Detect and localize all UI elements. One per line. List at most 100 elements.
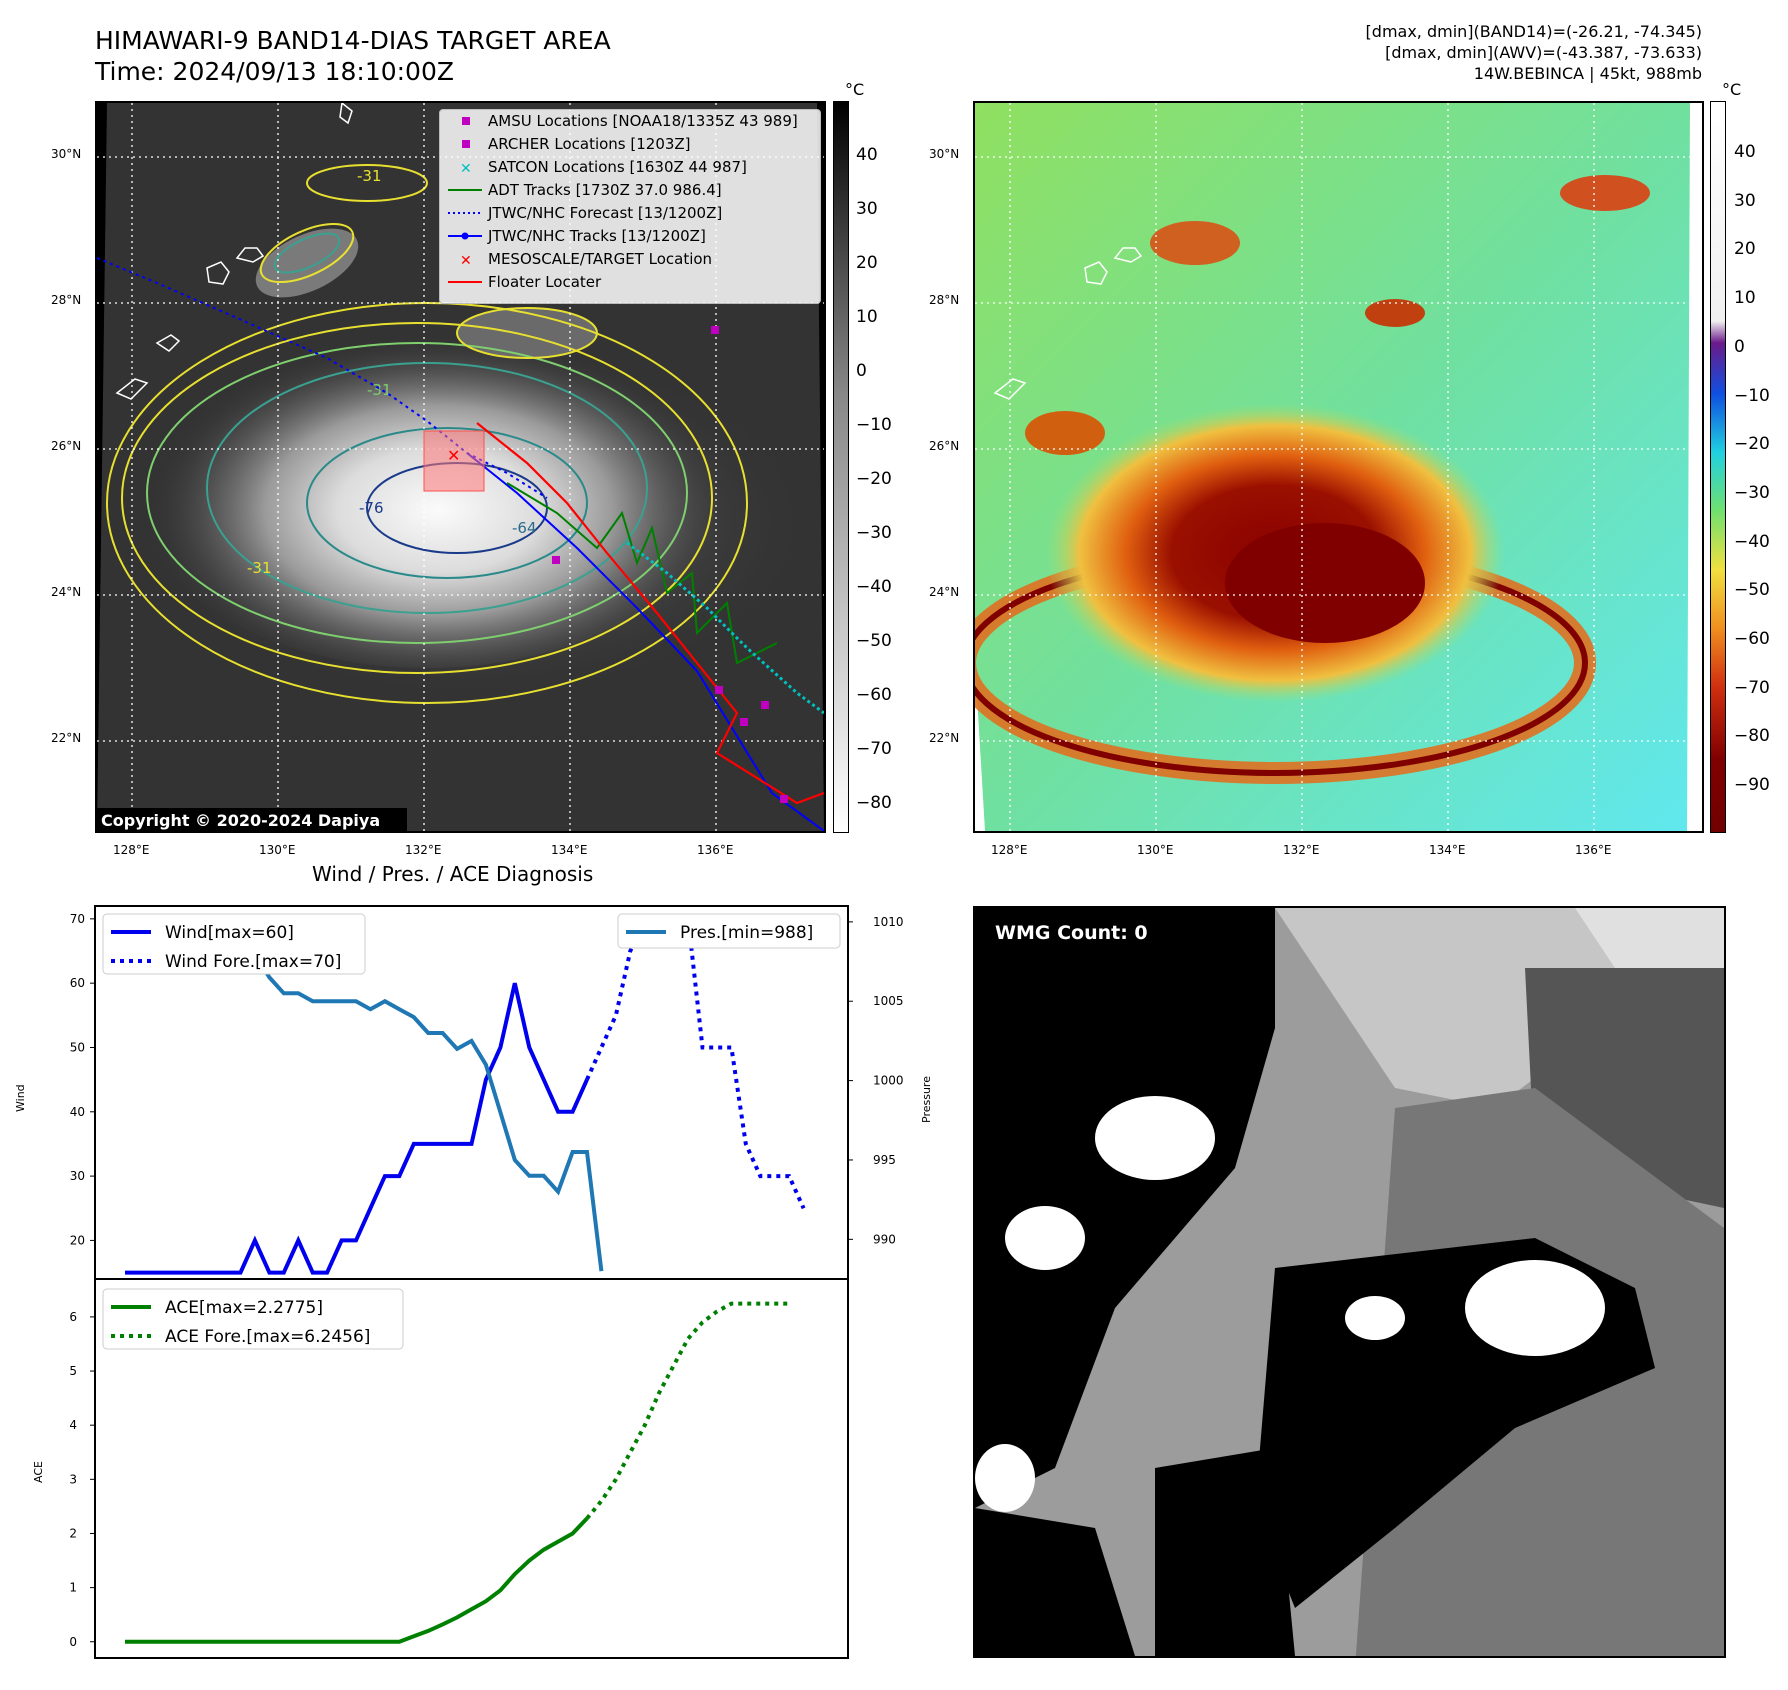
series-line (585, 1301, 790, 1520)
svg-text:✕: ✕ (460, 161, 472, 177)
diagnosis-title: Wind / Pres. / ACE Diagnosis (312, 862, 594, 886)
storm-cloud-mass (137, 318, 717, 668)
wind-pressure-chart: 20 30 40 50 60 70 990 995 1000 1005 1010 Wind[max=6… (70, 905, 904, 1280)
wind-tick-label: 60 (70, 976, 85, 990)
longitude-tick-label: 128°E (113, 843, 150, 857)
longitude-tick-label: 130°E (259, 843, 296, 857)
temperature-contours (106, 164, 748, 704)
colorbar-tick-label: −70 (1734, 677, 1770, 698)
longitude-tick-label: 134°E (551, 843, 588, 857)
legend-entry: AMSU Locations [NOAA18/1335Z 43 989] (440, 110, 820, 133)
awv-map-svg (975, 103, 1702, 831)
colorbar-tick-label: 0 (856, 361, 867, 381)
wmg-panel: WMG Count: 0 (973, 906, 1726, 1658)
colorbar-tick-label: 10 (856, 307, 878, 327)
wind-legend-box (102, 913, 366, 975)
wmg-white-cell (1345, 1296, 1405, 1340)
pressure-tick-label: 990 (873, 1232, 896, 1246)
adt-track (506, 482, 778, 665)
latitude-tick-label: 26°N (929, 439, 960, 453)
colorbar-tick-label: −80 (856, 793, 892, 813)
legend-entry: ✕ SATCON Locations [1630Z 44 987] (440, 156, 820, 179)
colorbar-tick-label: −30 (1734, 482, 1770, 503)
ace-tick-label: 1 (69, 1581, 77, 1595)
colorbar-tick-label: −60 (1734, 629, 1770, 649)
pressure-tick-label: 1010 (873, 915, 904, 929)
colorbar-tick-label: −40 (856, 577, 892, 597)
colorbar-tick-label: 40 (856, 145, 878, 165)
colorbar-tick-label: 10 (1734, 288, 1756, 309)
ir-colorbar-unit: °C (845, 80, 865, 99)
colorbar-tick-label: 30 (856, 199, 878, 219)
wmg-count-label: WMG Count: 0 (987, 918, 1156, 948)
ace-legend-box (102, 1288, 404, 1350)
wind-tick-label: 50 (70, 1040, 85, 1054)
ace-tick-label: 3 (69, 1472, 77, 1486)
colorbar-tick-label: 40 (1734, 142, 1756, 162)
series-line (125, 982, 589, 1275)
jtwc-track (466, 452, 824, 831)
wind-tick-label: 30 (70, 1169, 85, 1183)
legend-symbol (448, 212, 482, 214)
jtwc-forecast-track (97, 257, 548, 499)
legend-symbol (448, 232, 482, 240)
pressure-legend-box (617, 913, 841, 949)
ace-tick-label: 5 (69, 1364, 77, 1378)
ace-tick-label: 6 (69, 1310, 77, 1324)
band14-range-info: [dmax, dmin](BAND14)=(-26.21, -74.345) (1365, 22, 1702, 41)
awv-map-panel (973, 101, 1704, 833)
wind-tick-label: 70 (70, 912, 85, 926)
longitude-tick-label: 128°E (991, 843, 1028, 857)
legend-symbol (448, 281, 482, 283)
ir-map-panel: -31 -31 -76 -64 -31 (95, 101, 826, 833)
ir-colorbar (833, 101, 849, 833)
latitude-tick-label: 26°N (51, 439, 82, 453)
colorbar-tick-label: −60 (856, 685, 892, 705)
colorbar-tick-label: −10 (1734, 385, 1770, 406)
legend-label: SATCON Locations [1630Z 44 987] (488, 158, 747, 176)
legend-label: ACE Fore.[max=6.2456] (165, 1327, 370, 1347)
legend-entry: ARCHER Locations [1203Z] (440, 133, 820, 156)
legend-label: AMSU Locations [NOAA18/1335Z 43 989] (488, 112, 798, 130)
colorbar-tick-label: 0 (1734, 336, 1745, 357)
legend-entry: ✕ MESOSCALE/TARGET Location (440, 248, 820, 271)
legend-label: MESOSCALE/TARGET Location (488, 250, 713, 268)
ir-legend: AMSU Locations [NOAA18/1335Z 43 989] ARCH… (439, 109, 821, 304)
legend-label: ADT Tracks [1730Z 37.0 986.4] (488, 181, 722, 199)
longitude-tick-label: 136°E (1575, 843, 1612, 857)
storm-info: 14W.BEBINCA | 45kt, 988mb (1473, 64, 1702, 83)
wind-tick-label: 20 (70, 1233, 85, 1247)
legend-label: ARCHER Locations [1203Z] (488, 135, 691, 153)
latitude-tick-label: 22°N (51, 731, 82, 745)
legend-symbol (462, 140, 470, 148)
awv-colorbar-unit: °C (1722, 80, 1742, 99)
ace-tick-label: 2 (69, 1526, 77, 1540)
longitude-tick-label: 132°E (405, 843, 442, 857)
pressure-tick-label: 1005 (873, 994, 904, 1008)
legend-label: Wind Fore.[max=70] (165, 952, 341, 972)
legend-symbol (448, 189, 482, 191)
legend-label: ACE[max=2.2775] (165, 1298, 323, 1318)
latitude-tick-label: 24°N (51, 585, 82, 599)
colorbar-tick-label: 20 (856, 253, 878, 273)
colorbar-tick-label: −80 (1734, 726, 1770, 747)
ace-chart-frame (94, 1278, 849, 1659)
latitude-tick-label: 28°N (929, 293, 960, 307)
colorbar-tick-label: −20 (1734, 434, 1770, 455)
wmg-white-cell (975, 1444, 1035, 1512)
series-line (125, 1517, 589, 1644)
ace-tick-label: 0 (69, 1635, 77, 1649)
legend-label: Floater Locater (488, 273, 602, 291)
wmg-white-cell (1095, 1096, 1215, 1180)
latitude-tick-label: 28°N (51, 293, 82, 307)
colorbar-tick-label: −50 (856, 631, 892, 651)
pressure-tick-label: 1000 (873, 1074, 904, 1088)
awv-range-info: [dmax, dmin](AWV)=(-43.387, -73.633) (1385, 43, 1702, 62)
latitude-tick-label: 30°N (51, 147, 82, 161)
colorbar-tick-label: 20 (1734, 239, 1756, 260)
target-area-box (423, 430, 485, 492)
colorbar-tick-label: −20 (856, 469, 892, 489)
pressure-tick-label: 995 (873, 1153, 896, 1167)
legend-label: JTWC/NHC Tracks [13/1200Z] (488, 227, 706, 245)
latitude-tick-label: 22°N (929, 731, 960, 745)
